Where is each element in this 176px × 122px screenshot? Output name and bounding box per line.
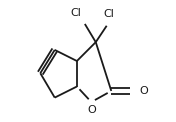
Text: O: O (139, 86, 148, 96)
Text: Cl: Cl (70, 8, 81, 18)
Text: Cl: Cl (104, 9, 115, 19)
Text: O: O (87, 105, 96, 115)
